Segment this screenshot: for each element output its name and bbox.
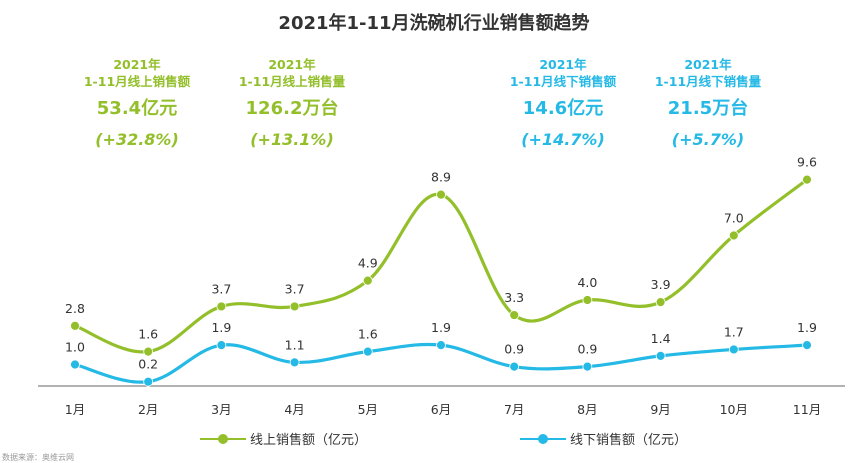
- data-label-online: 2.8: [65, 301, 85, 316]
- x-tick-label: 3月: [211, 402, 231, 417]
- data-label-online: 4.0: [577, 275, 597, 290]
- legend-offline-marker: [520, 433, 566, 445]
- data-label-offline: 0.9: [577, 342, 597, 357]
- data-label-offline: 1.9: [797, 320, 817, 335]
- data-point-offline: [216, 340, 227, 351]
- data-label-offline: 1.7: [724, 324, 744, 339]
- kpi-value: 126.2万台: [245, 98, 339, 119]
- kpi-label: 1-11月线下销售额: [509, 74, 617, 89]
- data-point-online: [362, 275, 373, 286]
- kpi-year: 2021年: [113, 57, 161, 72]
- data-label-online: 7.0: [724, 211, 744, 226]
- data-label-offline: 1.4: [651, 331, 671, 346]
- kpi-offline-sales: 2021年 1-11月线下销售额 14.6亿元 (+14.7%): [468, 56, 658, 150]
- series-line-online: [73, 178, 809, 354]
- data-label-offline: 1.0: [65, 340, 85, 355]
- series-line-offline: [73, 342, 809, 384]
- legend-online-label: 线上销售额（亿元）: [250, 433, 368, 448]
- data-point-offline: [289, 357, 300, 368]
- x-tick-label: 9月: [650, 402, 670, 417]
- legend-offline-label: 线下销售额（亿元）: [570, 433, 688, 448]
- data-label-online: 3.7: [285, 281, 305, 296]
- kpi-year: 2021年: [268, 57, 316, 72]
- data-label-online: 1.6: [138, 327, 158, 342]
- data-point-online: [436, 189, 446, 200]
- kpi-online-volume: 2021年 1-11月线上销售量 126.2万台 (+13.1%): [197, 56, 387, 150]
- kpi-value: 53.4亿元: [96, 98, 178, 119]
- data-label-online: 3.7: [211, 281, 231, 296]
- chart-title: 2021年1-11月洗碗机行业销售额趋势: [278, 13, 590, 34]
- kpi-change: (+13.1%): [250, 130, 334, 149]
- data-label-online: 4.9: [358, 256, 378, 271]
- data-label-offline: 0.9: [504, 342, 524, 357]
- data-point-offline: [70, 359, 80, 370]
- legend-online: 线上销售额（亿元）: [200, 429, 367, 448]
- data-point-offline: [655, 350, 666, 361]
- kpi-change: (+5.7%): [671, 130, 745, 149]
- data-label-offline: 1.1: [285, 337, 305, 352]
- kpi-year: 2021年: [684, 57, 732, 72]
- data-point-offline: [362, 346, 373, 357]
- x-tick-label: 6月: [431, 402, 451, 417]
- data-label-offline: 1.6: [358, 327, 378, 342]
- legend-offline: 线下销售额（亿元）: [520, 429, 687, 448]
- data-point-offline: [143, 376, 154, 387]
- kpi-value: 14.6亿元: [522, 98, 604, 119]
- kpi-online-sales: 2021年 1-11月线上销售额 53.4亿元 (+32.8%): [42, 56, 232, 150]
- data-point-offline: [802, 340, 812, 351]
- data-point-offline: [509, 361, 520, 372]
- data-label-online: 8.9: [431, 170, 451, 185]
- x-tick-label: 8月: [577, 402, 597, 417]
- data-point-online: [509, 310, 520, 320]
- data-point-online: [655, 297, 666, 308]
- x-tick-label: 7月: [504, 402, 524, 417]
- data-label-offline: 1.9: [431, 320, 451, 335]
- kpi-change: (+14.7%): [521, 130, 605, 149]
- x-tick-label: 11月: [793, 402, 821, 417]
- kpi-label: 1-11月线上销售额: [83, 74, 191, 89]
- x-tick-label: 1月: [65, 402, 85, 417]
- kpi-year: 2021年: [539, 57, 587, 72]
- data-label-online: 9.6: [797, 155, 817, 170]
- kpi-change: (+32.8%): [95, 130, 179, 149]
- legend-online-marker: [200, 433, 246, 445]
- data-label-offline: 0.2: [138, 357, 158, 372]
- data-point-offline: [436, 340, 446, 351]
- data-point-online: [582, 295, 593, 305]
- data-point-online: [802, 174, 812, 185]
- x-tick-label: 4月: [284, 402, 304, 417]
- x-tick-label: 10月: [720, 402, 748, 417]
- data-point-online: [289, 301, 300, 312]
- data-point-online: [728, 230, 739, 241]
- data-label-offline: 1.9: [211, 320, 231, 335]
- data-label-online: 3.3: [504, 290, 524, 305]
- data-point-offline: [728, 344, 739, 355]
- kpi-offline-volume: 2021年 1-11月线下销售量 21.5万台 (+5.7%): [613, 56, 803, 150]
- source-note: 数据来源：奥维云网: [2, 453, 74, 462]
- data-label-online: 3.9: [651, 277, 671, 292]
- data-point-online: [70, 320, 80, 331]
- data-point-online: [216, 301, 227, 312]
- kpi-value: 21.5万台: [667, 98, 749, 119]
- x-tick-label: 2月: [138, 402, 158, 417]
- kpi-label: 1-11月线下销售量: [654, 74, 762, 89]
- data-point-offline: [582, 361, 593, 372]
- x-tick-label: 5月: [358, 402, 378, 417]
- data-point-online: [143, 346, 154, 357]
- kpi-label: 1-11月线上销售量: [238, 74, 346, 89]
